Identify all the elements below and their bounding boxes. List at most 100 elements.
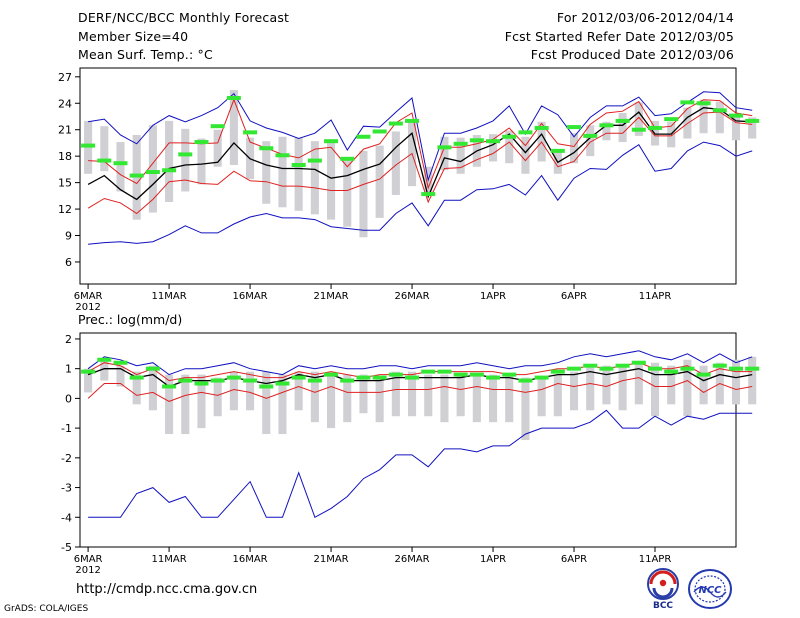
temp-observation-marker <box>599 123 614 128</box>
temp-observation-marker <box>696 101 711 106</box>
temp-spread-box <box>586 125 595 157</box>
prec-title: Prec.: log(mm/d) <box>78 312 182 327</box>
prec-spread-box <box>634 362 643 405</box>
temp-observation-marker <box>664 117 679 122</box>
temp-spread-box <box>505 130 514 164</box>
temp-series-min <box>88 141 753 245</box>
prec-year-label: 2012 <box>75 565 100 576</box>
prec-spread-box <box>278 374 287 435</box>
temp-spread-box <box>181 128 190 192</box>
member-size: Member Size=40 <box>78 29 189 44</box>
prec-observation-marker <box>372 375 387 380</box>
prec-spread-box <box>488 374 498 423</box>
prec-observation-marker <box>178 378 193 383</box>
prec-y-tick-label: 0 <box>65 392 72 405</box>
chart-title: DERF/NCC/BCC Monthly Forecast <box>78 10 290 25</box>
temp-y-tick-label: 9 <box>65 230 72 243</box>
temp-x-tick-label: 26MAR <box>394 291 429 302</box>
temp-series-lower <box>87 111 753 215</box>
temp-observation-marker <box>437 145 452 150</box>
prec-x-tick-label: 26MAR <box>394 554 429 565</box>
prec-spread-box <box>116 365 125 387</box>
temp-observation-marker <box>372 129 387 134</box>
temp-observation-marker <box>502 134 517 139</box>
prec-x-tick-label: 6MAR <box>74 554 103 565</box>
prec-observation-marker <box>421 369 436 374</box>
temp-observation-marker <box>583 133 598 138</box>
started-date: Fcst Started Refer Date 2012/03/05 <box>504 29 734 44</box>
prec-spread-box <box>375 377 384 423</box>
temp-y-tick-label: 12 <box>58 203 72 216</box>
temp-observation-marker <box>469 138 484 143</box>
temp-spread-box <box>197 138 206 185</box>
prec-spread-box <box>683 359 692 417</box>
temp-spread-box <box>602 121 611 141</box>
svg-text:NCC: NCC <box>698 585 722 596</box>
prec-spread-box <box>553 374 562 417</box>
source-url[interactable]: http://cmdp.ncc.cma.gov.cn <box>76 582 258 597</box>
temp-observation-marker <box>194 140 209 145</box>
prec-observation-marker <box>307 378 322 383</box>
ncc-logo-icon: NCC <box>688 569 732 609</box>
temp-observation-marker <box>259 146 274 151</box>
prec-observation-marker <box>486 375 501 380</box>
prec-observation-marker <box>550 369 565 374</box>
prec-observation-marker <box>356 375 371 380</box>
temp-observation-marker <box>421 192 436 197</box>
temp-spread-box <box>456 137 465 174</box>
temp-spread-box <box>748 117 757 139</box>
temp-spread-box <box>310 141 319 215</box>
temp-observation-marker <box>291 162 306 167</box>
temp-observation-marker <box>356 134 371 139</box>
temp-spread-box <box>391 131 400 195</box>
temp-spread-box <box>229 90 238 165</box>
temp-observation-marker <box>324 139 339 144</box>
prec-observation-marker <box>81 369 96 374</box>
temp-x-tick-label: 16MAR <box>232 291 267 302</box>
temp-spread-box <box>375 145 384 218</box>
prec-observation-marker <box>712 363 727 368</box>
prec-spread-box <box>699 365 708 405</box>
prec-observation-marker <box>599 366 614 371</box>
temp-spread-box <box>521 136 530 174</box>
prec-spread-box <box>440 374 449 423</box>
prec-observation-marker <box>324 372 339 377</box>
prec-observation-marker <box>534 375 549 380</box>
prec-spread-box <box>181 374 190 435</box>
prec-observation-marker <box>291 375 306 380</box>
prec-observation-marker <box>340 378 355 383</box>
temp-spread-box <box>278 136 287 208</box>
prec-observation-marker <box>453 372 468 377</box>
prec-spread-box <box>602 365 611 405</box>
bcc-logo-icon: BCC <box>647 568 679 610</box>
produced-date: Fcst Produced Date 2012/03/06 <box>530 47 734 62</box>
temp-spread-box <box>343 160 352 227</box>
temp-x-tick-label: 11MAR <box>152 291 187 302</box>
prec-observation-marker <box>259 384 274 389</box>
temp-x-tick-label: 11APR <box>639 291 672 302</box>
prec-observation-marker <box>696 372 711 377</box>
temp-spread-box <box>294 137 303 211</box>
prec-observation-marker <box>243 378 258 383</box>
prec-y-tick-label: 1 <box>65 363 72 376</box>
prec-spread-box <box>359 374 368 414</box>
temp-observation-marker <box>226 95 241 100</box>
prec-spread-box <box>391 371 400 417</box>
prec-observation-marker <box>145 366 160 371</box>
prec-observation-marker <box>129 375 144 380</box>
prec-y-tick-label: 2 <box>65 333 72 346</box>
prec-observation-marker <box>648 366 663 371</box>
temp-observation-marker <box>210 124 225 129</box>
grads-credit: GrADS: COLA/IGES <box>4 604 89 614</box>
prec-spread-box <box>424 374 433 417</box>
prec-spread-box <box>294 371 303 411</box>
prec-spread-box <box>327 374 336 429</box>
temp-observation-marker <box>453 141 468 146</box>
temp-observation-marker <box>113 161 128 166</box>
prec-spread-box <box>408 371 417 417</box>
prec-x-tick-label: 1APR <box>480 554 506 565</box>
temp-observation-marker <box>550 148 565 153</box>
temp-series-max <box>88 91 753 182</box>
temp-observation-marker <box>729 113 743 118</box>
prec-x-tick-label: 16MAR <box>232 554 267 565</box>
